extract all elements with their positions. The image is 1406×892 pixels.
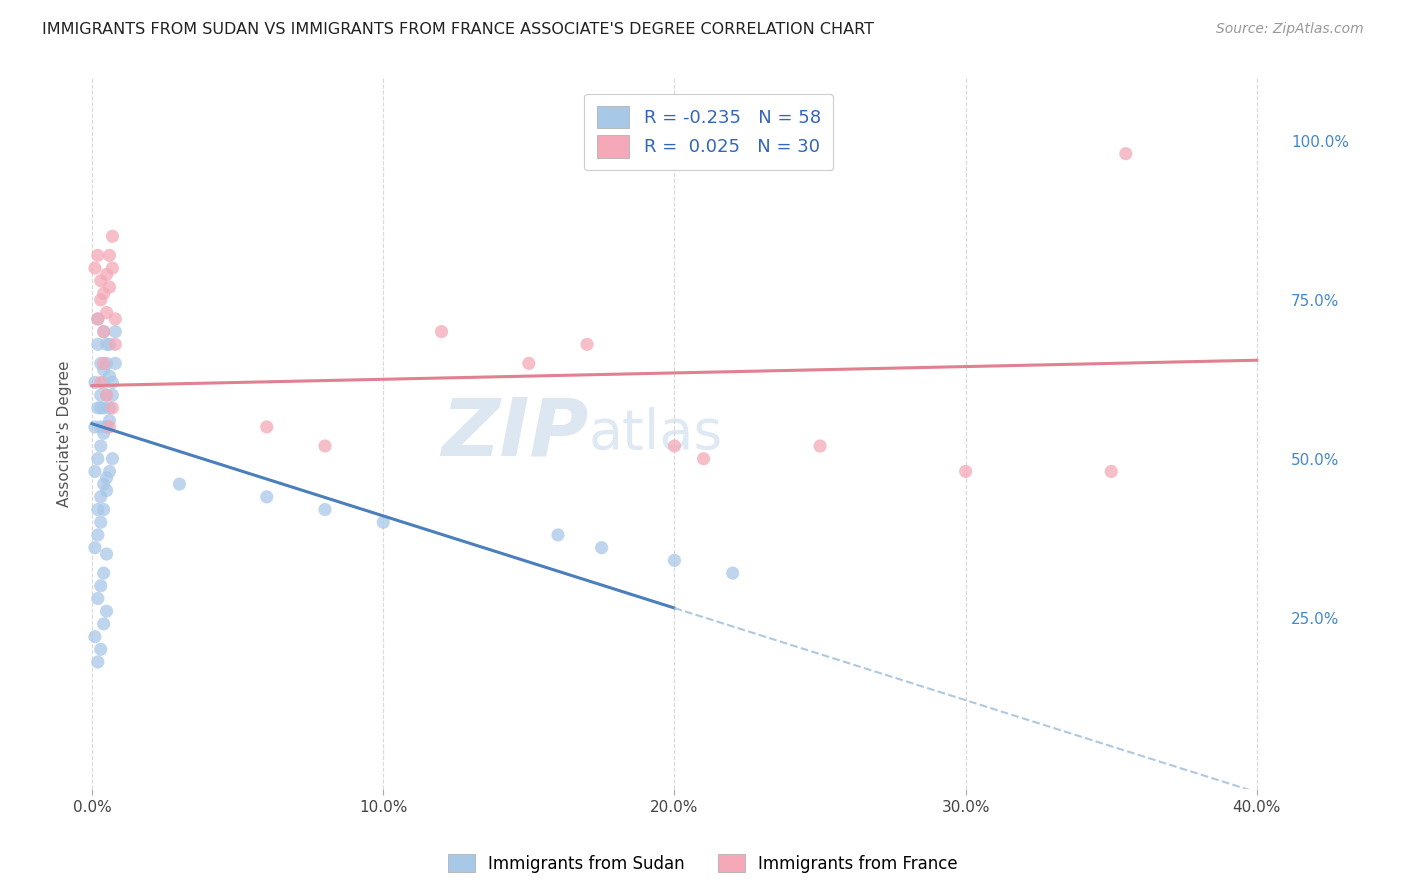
Point (98, 401, 121, 415)
Point (547, 528, 569, 542)
Point (93, 376, 115, 390)
Point (90, 376, 112, 390)
Text: atlas: atlas (589, 406, 723, 460)
Point (84, 630, 107, 644)
Point (808, 439, 831, 453)
Point (256, 420, 278, 434)
Point (93, 356, 115, 370)
Point (98, 420, 121, 434)
Point (96, 420, 118, 434)
Point (104, 337, 127, 351)
Point (104, 312, 127, 326)
Point (96, 604, 118, 618)
Point (517, 356, 540, 370)
Point (96, 388, 118, 402)
Point (955, 464, 977, 478)
Point (93, 426, 115, 441)
Point (90, 439, 112, 453)
Point (104, 356, 127, 370)
Point (90, 401, 112, 415)
Point (96, 337, 118, 351)
Point (101, 451, 124, 466)
Point (93, 363, 115, 377)
Point (84, 420, 107, 434)
Point (93, 401, 115, 415)
Legend: R = -0.235   N = 58, R =  0.025   N = 30: R = -0.235 N = 58, R = 0.025 N = 30 (583, 94, 834, 170)
Point (101, 376, 124, 390)
Point (87, 312, 110, 326)
Point (104, 325, 127, 339)
Point (87, 312, 110, 326)
Point (314, 439, 336, 453)
Point (90, 293, 112, 307)
Point (98, 337, 121, 351)
Point (90, 579, 112, 593)
Point (87, 337, 110, 351)
Point (98, 414, 121, 428)
Text: ZIP: ZIP (441, 394, 589, 472)
Point (1099, 464, 1122, 478)
Point (84, 261, 107, 276)
Point (98, 280, 121, 294)
Point (84, 464, 107, 478)
Point (93, 502, 115, 516)
Point (96, 268, 118, 282)
Point (87, 451, 110, 466)
Point (90, 642, 112, 657)
Point (169, 477, 191, 491)
Point (98, 248, 121, 262)
Point (84, 541, 107, 555)
Point (87, 502, 110, 516)
Point (87, 528, 110, 542)
Point (664, 439, 686, 453)
Point (93, 325, 115, 339)
Point (93, 566, 115, 580)
Point (101, 401, 124, 415)
Point (87, 655, 110, 669)
Point (93, 286, 115, 301)
Point (90, 490, 112, 504)
Legend: Immigrants from Sudan, Immigrants from France: Immigrants from Sudan, Immigrants from F… (441, 847, 965, 880)
Point (430, 325, 453, 339)
Point (1115, 146, 1137, 161)
Point (87, 401, 110, 415)
Point (93, 477, 115, 491)
Point (576, 337, 599, 351)
Text: IMMIGRANTS FROM SUDAN VS IMMIGRANTS FROM FRANCE ASSOCIATE'S DEGREE CORRELATION C: IMMIGRANTS FROM SUDAN VS IMMIGRANTS FROM… (42, 22, 875, 37)
Point (721, 566, 744, 580)
Point (692, 451, 714, 466)
Point (314, 502, 336, 516)
Point (90, 420, 112, 434)
Point (101, 261, 124, 276)
Point (90, 388, 112, 402)
Point (96, 471, 118, 485)
Point (591, 541, 613, 555)
Point (98, 369, 121, 384)
Point (90, 274, 112, 288)
Point (87, 591, 110, 606)
Point (96, 305, 118, 319)
Point (87, 248, 110, 262)
Point (256, 490, 278, 504)
Point (93, 325, 115, 339)
Point (664, 553, 686, 567)
Point (96, 547, 118, 561)
Point (96, 388, 118, 402)
Point (98, 464, 121, 478)
Text: Source: ZipAtlas.com: Source: ZipAtlas.com (1216, 22, 1364, 37)
Point (93, 616, 115, 631)
Y-axis label: Associate's Degree: Associate's Degree (58, 360, 72, 507)
Point (96, 420, 118, 434)
Point (90, 515, 112, 529)
Point (96, 483, 118, 498)
Point (84, 376, 107, 390)
Point (101, 229, 124, 244)
Point (90, 356, 112, 370)
Point (101, 388, 124, 402)
Point (96, 356, 118, 370)
Point (373, 515, 395, 529)
